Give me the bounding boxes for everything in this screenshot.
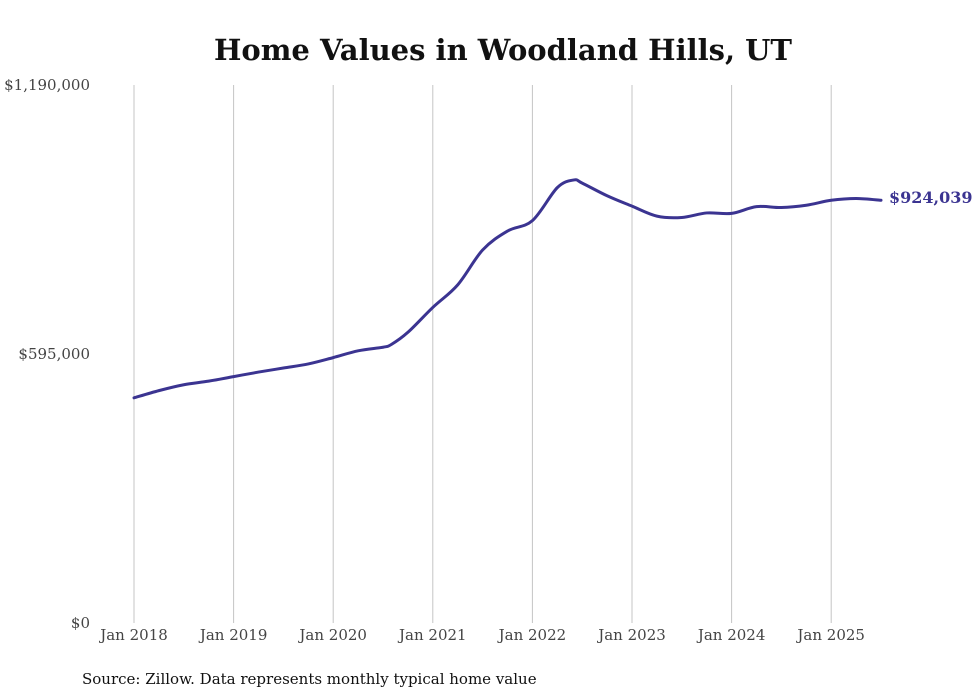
x-tick-label: Jan 2025	[795, 626, 865, 644]
last-value-label: $924,039	[889, 188, 973, 207]
y-tick-label: $595,000	[18, 345, 90, 363]
x-tick-label: Jan 2021	[397, 626, 467, 644]
series-line-0	[132, 178, 883, 400]
x-tick-label: Jan 2018	[98, 626, 168, 644]
y-tick-label: $0	[71, 614, 90, 632]
y-axis-labels: $0 $595,000 $1,190,000	[4, 76, 90, 632]
chart-title: Home Values in Woodland Hills, UT	[214, 33, 792, 67]
source-note: Source: Zillow. Data represents monthly …	[82, 670, 537, 688]
x-tick-label: Jan 2024	[696, 626, 766, 644]
x-tick-label: Jan 2023	[596, 626, 666, 644]
x-tick-label: Jan 2020	[297, 626, 367, 644]
x-axis-labels: Jan 2018 Jan 2019 Jan 2020 Jan 2021 Jan 2022…	[98, 626, 865, 644]
gridlines	[133, 85, 832, 623]
x-tick-label: Jan 2019	[198, 626, 268, 644]
series-layer	[132, 178, 883, 400]
y-tick-label: $1,190,000	[4, 76, 90, 94]
x-tick-label: Jan 2022	[497, 626, 567, 644]
